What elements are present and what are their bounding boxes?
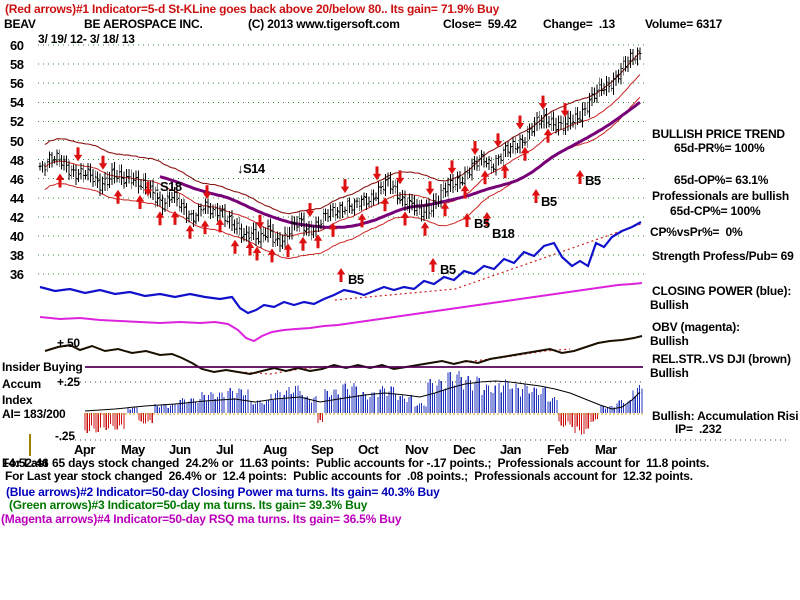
minus25-label: -.25 [55,429,75,443]
plus25-label: +.25 [57,375,80,389]
month-label: Jan [500,442,521,457]
signal-label: B5 [348,272,364,287]
accumulation-note: Bullish: Accumulation Risi [652,409,799,423]
volume-value: Volume= 6317 [645,17,723,31]
plus50-label: +.50 [57,336,80,350]
signal-label: B5 [585,173,601,188]
signal-label: B5 [541,194,557,209]
footer-line3-blue-indicator: (Blue arrows)#2 Indicator=50-day Closing… [6,485,440,499]
insider-buying-label: Insider Buying [2,360,83,374]
month-label: Apr [74,442,95,457]
cp-vs-pr: CP%vsPr%= 0% [650,225,743,239]
cp-percent: 65d-CP%= 100% [670,204,761,218]
footer-line2: For Last year stock changed 26.4% or 12.… [5,469,693,483]
month-label: Oct [358,442,379,457]
price-axis-label: 36 [10,267,24,283]
strength-ratio: Strength Profess/Pub= 69 [652,249,794,263]
copyright-text: (C) 2013 www.tigersoft.com [248,17,400,31]
ticker-symbol: BEAV [4,17,36,31]
price-axis-label: 38 [10,248,24,264]
timestamp: 14:52:46 [2,456,49,470]
price-axis-label: 42 [10,209,24,225]
date-range: 3/ 19/ 12- 3/ 18/ 13 [38,32,135,46]
ip-value: IP= .232 [675,422,722,436]
month-label: Jul [216,442,234,457]
month-label: Feb [547,442,569,457]
month-label: May [121,442,145,457]
footer-line1: 65 days stock changed 24.2% or 11.63 poi… [52,456,710,470]
month-label: Aug [263,442,287,457]
price-axis-label: 44 [10,190,24,206]
month-label: Mar [595,442,617,457]
closing-power-state: Bullish [650,298,689,312]
price-axis-label: 54 [10,95,24,111]
price-axis-label: 58 [10,57,24,73]
signal-label: B5 [440,262,456,277]
change-value: Change= .13 [543,17,615,31]
professionals-note: Professionals are bullish [652,189,790,203]
footer-line5-magenta-indicator: (Magenta arrows)#4 Indicator=50-day RSQ … [1,512,402,526]
trend-status: BULLISH PRICE TREND [652,127,785,141]
closing-power-title: CLOSING POWER (blue): [652,284,792,298]
ai-value-label: AI= 183/200 [2,407,66,421]
price-axis-label: 46 [10,171,24,187]
op-percent: 65d-OP%= 63.1% [674,173,769,187]
close-value: Close= 59.42 [443,17,517,31]
price-axis-label: 56 [10,76,24,92]
price-axis-label: 60 [10,38,24,53]
price-axis-label: 48 [10,152,24,168]
accum-label: Accum [2,377,42,391]
month-label: Dec [453,442,476,457]
price-axis-label: 52 [10,114,24,130]
price-axis-label: 50 [10,133,24,149]
index-label: Index [2,393,33,407]
obv-state: Bullish [650,334,689,348]
signal-label: B5 [474,216,490,231]
signal-label: B18 [492,226,515,241]
relstr-title: REL.STR..VS DJI (brown) [652,352,791,366]
footer-line4-green-indicator: (Green arrows)#3 Indicator=50-day ma tur… [9,498,368,512]
month-label: Jun [169,442,191,457]
price-axis-label: 40 [10,229,24,244]
signal-header-line: (Red arrows)#1 Indicator=5-d St-KLine go… [5,2,500,16]
relstr-state: Bullish [650,366,689,380]
signal-label: ↓S18 [154,179,182,194]
signal-label: ↓S14 [237,161,265,176]
obv-title: OBV (magenta): [652,320,740,334]
month-label: Sep [311,442,334,457]
month-label: Nov [405,442,429,457]
company-name: BE AEROSPACE INC. [84,17,203,31]
pr-percent: 65d-PR%= 100% [674,141,765,155]
footer-line1-overlay: For Last [2,456,48,470]
